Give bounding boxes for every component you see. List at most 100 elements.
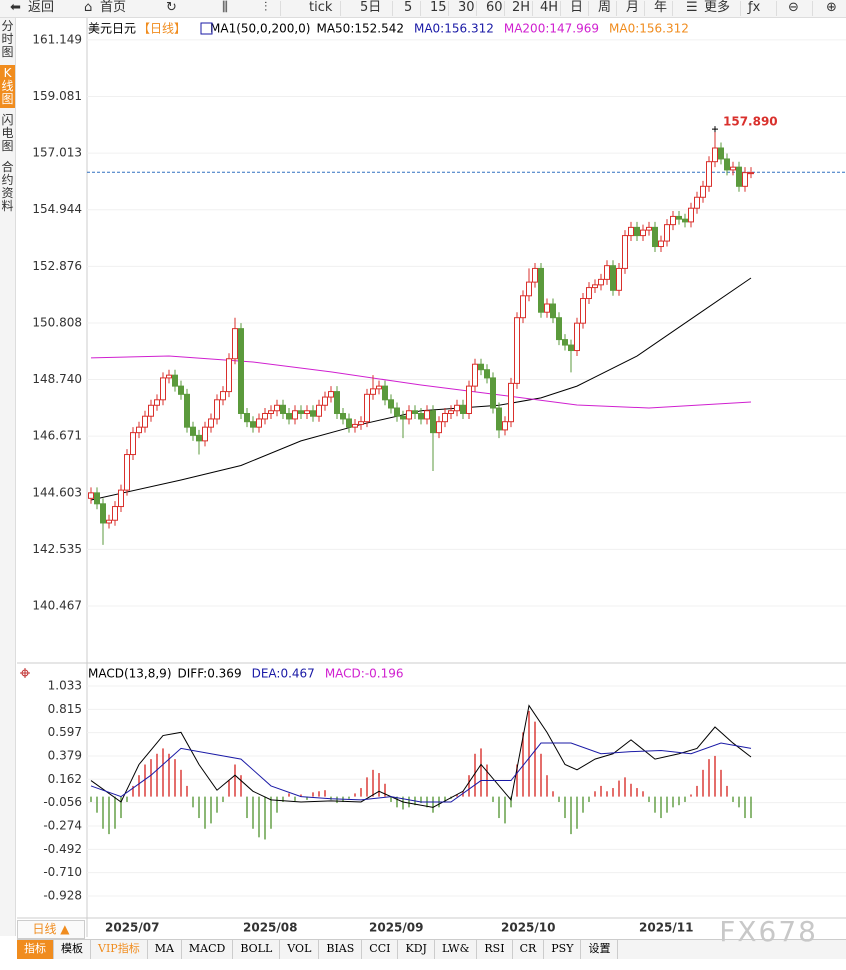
candle-body [718, 147, 724, 160]
candle-body [586, 287, 592, 300]
candle-body [454, 404, 460, 412]
candle-body [604, 265, 610, 280]
x-tick-label: 2025/09 [369, 921, 423, 935]
indicator-tab[interactable]: VOL [280, 940, 320, 959]
toolbar-button[interactable]: 30 [458, 0, 475, 15]
toolbar-button[interactable]: 5 [404, 0, 413, 15]
y-tick-label: 0.597 [48, 725, 82, 739]
toolbar-button[interactable]: 5日 [360, 0, 382, 15]
y-tick-label: 161.149 [32, 32, 82, 46]
candle-body [694, 196, 700, 209]
candle-body [310, 410, 316, 417]
toolbar-icon[interactable]: ↻ [166, 0, 177, 15]
toolbar-icon[interactable]: ⊖ [788, 0, 799, 15]
toolbar-icon[interactable]: ☰ [686, 0, 698, 15]
indicator-tab[interactable]: CR [513, 940, 545, 959]
toolbar-icon[interactable]: ⊕ [826, 0, 837, 15]
toolbar-button[interactable]: 年 [654, 0, 668, 15]
x-tick-label: 2025/10 [501, 921, 555, 935]
sidebar-tab[interactable]: 分时图 [1, 19, 14, 59]
toolbar-icon[interactable]: ⫼ [222, 0, 228, 15]
candle-body [172, 374, 178, 387]
candle-body [316, 404, 322, 417]
y-tick-label: -0.928 [43, 889, 82, 903]
y-tick-label: 142.535 [32, 542, 82, 556]
toolbar-divider [644, 1, 645, 16]
toolbar-button[interactable]: 首页 [100, 0, 127, 15]
y-tick-label: 154.944 [32, 202, 82, 216]
candle-body [448, 410, 454, 414]
indicator-tab[interactable]: MA [148, 940, 182, 959]
toolbar-icon[interactable]: ⌂ [84, 0, 93, 15]
toolbar-divider [616, 1, 617, 16]
candle-body [430, 410, 436, 434]
candle-body [598, 278, 604, 286]
indicator-tab[interactable]: CCI [362, 940, 399, 959]
toolbar-button[interactable]: 2H [512, 0, 531, 15]
toolbar-divider [588, 1, 589, 16]
legend-text: MA50: [316, 22, 354, 36]
period-selector[interactable]: 日线 ▲ [17, 920, 85, 939]
candle-body [106, 519, 112, 524]
toolbar-divider [532, 1, 533, 16]
annotation: 157.890 [723, 115, 778, 129]
sidebar: 分时图 K线图闪电图合约资料 [0, 18, 16, 936]
candle-body [322, 396, 328, 406]
candle-body [610, 265, 616, 291]
candle-body [154, 399, 160, 406]
indicator-tab[interactable]: KDJ [398, 940, 435, 959]
toolbar-button[interactable]: 周 [598, 0, 612, 15]
legend-text: 0.369 [207, 667, 241, 681]
indicator-tab[interactable]: VIP指标 [91, 940, 148, 959]
candle-body [118, 489, 124, 508]
indicator-tab[interactable]: BOLL [233, 940, 281, 959]
indicator-tab[interactable]: 设置 [581, 940, 619, 959]
sidebar-tab[interactable]: 闪电图 [1, 113, 14, 153]
indicator-tab[interactable]: MACD [182, 940, 234, 959]
toolbar-button[interactable]: 4H [540, 0, 559, 15]
sidebar-tab[interactable]: 合约资料 [1, 160, 14, 213]
candle-body [592, 284, 598, 289]
candle-body [424, 410, 430, 420]
candle-body [190, 426, 196, 436]
legend-text: DIFF: [178, 667, 208, 681]
toolbar-icon[interactable]: ⬅ [10, 0, 21, 15]
y-tick-label: 159.081 [32, 89, 82, 103]
toolbar-button[interactable]: 60 [486, 0, 503, 15]
candle-body [160, 377, 166, 401]
candle-body [124, 454, 130, 491]
candle-body [274, 404, 280, 412]
indicator-tab[interactable]: LW& [435, 940, 478, 959]
sidebar-tab[interactable]: K线图 [0, 65, 15, 108]
toolbar-icon[interactable]: ƒx [748, 0, 761, 15]
candle-body [328, 391, 334, 398]
indicator-tab[interactable]: 模板 [54, 940, 91, 959]
indicator-tab[interactable]: 指标 [17, 940, 54, 959]
candle-body [730, 166, 736, 171]
candle-body [484, 369, 490, 379]
legend-text: 156.312 [639, 22, 689, 36]
toolbar-button[interactable]: tick [309, 0, 333, 15]
toolbar-divider [448, 1, 449, 16]
toolbar-button[interactable]: 返回 [28, 0, 55, 15]
toolbar-divider [504, 1, 505, 16]
toolbar-button[interactable]: 月 [626, 0, 640, 15]
indicator-tab[interactable]: RSI [477, 940, 513, 959]
candle-body [226, 358, 232, 393]
toolbar-button[interactable]: 日 [570, 0, 584, 15]
indicator-line [90, 355, 752, 409]
candle-body [514, 317, 520, 384]
indicator-tab[interactable]: PSY [544, 940, 582, 959]
indicator-tab[interactable]: BIAS [319, 940, 363, 959]
candle-body [538, 267, 544, 313]
candle-body [268, 410, 274, 414]
y-tick-label: -0.492 [43, 842, 82, 856]
candle-body [568, 344, 574, 352]
candle-body [640, 229, 646, 237]
toolbar-icon[interactable]: ⫶ [264, 0, 268, 15]
candle-body [508, 382, 514, 423]
toolbar-button[interactable]: 更多 [704, 0, 731, 15]
toolbar-button[interactable]: 15 [430, 0, 447, 15]
settings-icon [20, 668, 30, 678]
